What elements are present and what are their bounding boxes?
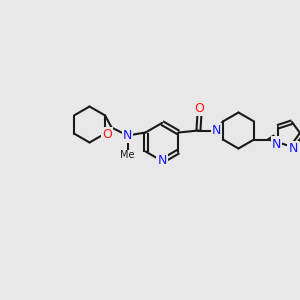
Text: N: N — [212, 124, 221, 137]
Text: O: O — [194, 102, 204, 115]
Text: N: N — [157, 154, 167, 167]
Text: Me: Me — [120, 151, 135, 160]
Text: N: N — [123, 129, 132, 142]
Text: N: N — [288, 142, 298, 155]
Text: N: N — [272, 138, 281, 151]
Text: O: O — [102, 128, 112, 141]
